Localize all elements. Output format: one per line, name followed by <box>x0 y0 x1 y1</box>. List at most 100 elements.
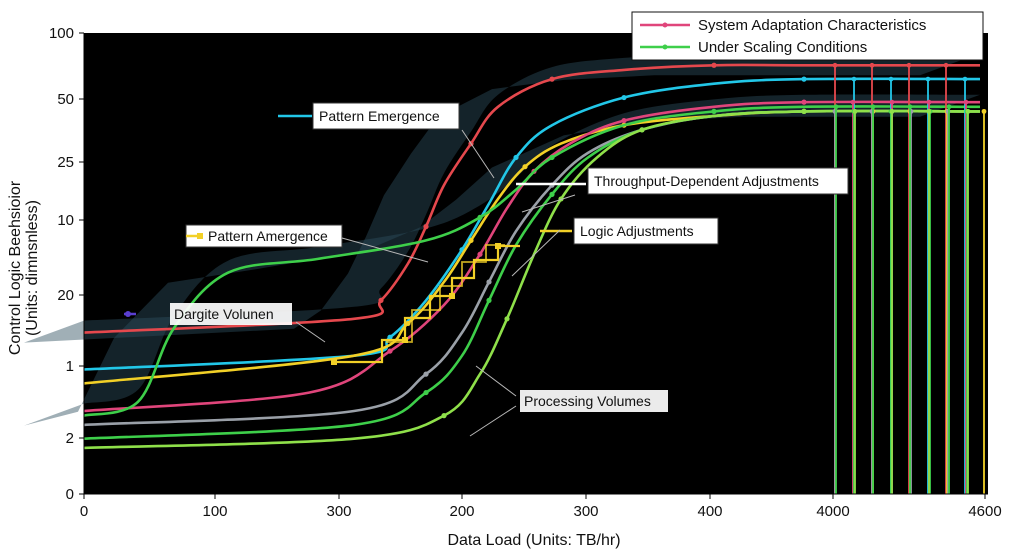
series-point-magenta <box>621 117 627 124</box>
series-line-magenta <box>83 100 981 413</box>
series-point-red <box>423 224 429 230</box>
series-spike-marker-magenta <box>889 99 895 105</box>
annotation-pointer <box>469 405 517 437</box>
y-tick-label: 25 <box>57 154 74 171</box>
y-tick-label: 100 <box>49 25 74 42</box>
series-line-cyan <box>83 77 981 371</box>
annotation-box <box>312 102 460 130</box>
series-spike-marker-red <box>832 62 838 68</box>
series-point-magenta <box>387 348 393 354</box>
series-point-green-early <box>711 108 717 114</box>
x-tick-label: 4000 <box>816 503 849 520</box>
series-point-cyan <box>513 154 519 161</box>
annotation-pointer <box>341 237 429 263</box>
staircase-marker <box>331 359 337 365</box>
x-tick-label: 300 <box>573 503 598 520</box>
annotation-marker <box>125 311 131 317</box>
annotation-box <box>587 167 849 195</box>
series-point-lime <box>639 127 645 133</box>
series-point-lime <box>801 108 807 114</box>
series-point-green <box>486 297 492 303</box>
staircase-marker <box>495 243 501 249</box>
annotation-pointer <box>521 194 576 213</box>
y-tick-label: 10 <box>57 212 74 229</box>
annotation-label: Pattern Amergence <box>208 228 328 244</box>
series-point-green <box>549 191 555 197</box>
annotation-label: Logic Adjustments <box>580 223 694 239</box>
series-spike-marker-lime <box>852 108 858 114</box>
series-point-red <box>549 76 555 82</box>
y-tick-label: 1 <box>66 358 74 375</box>
series-point-cyan <box>387 334 393 340</box>
series-spike-marker-cyan <box>888 76 894 82</box>
series-point-cyan <box>621 94 627 101</box>
series-point-red <box>711 62 717 68</box>
x-tick-label: 4600 <box>968 503 1001 520</box>
annotation-label-bg <box>170 303 292 325</box>
legend-marker <box>662 44 668 50</box>
annotation-pointer <box>475 365 517 397</box>
series-spike-marker-green-early <box>833 104 839 110</box>
series-line-green-early <box>83 105 981 417</box>
y-tick-label: 0 <box>66 486 74 503</box>
x-tick-label: 300 <box>326 503 351 520</box>
staircase-line-secondary <box>386 244 505 343</box>
annotation-pointer <box>295 321 326 343</box>
series-point-magenta <box>477 251 483 257</box>
series-spike-marker-green-early <box>946 104 952 110</box>
annotation-label: Throughput-Dependent Adjustments <box>594 173 819 189</box>
series-spike-marker-green-early <box>907 104 913 110</box>
x-tick-label: 0 <box>80 503 88 520</box>
annotation-box <box>573 217 719 245</box>
y-axis-title-line: Control Logic Beehsioior <box>7 180 24 355</box>
series-spike-marker-red <box>943 62 949 68</box>
y-tick-label: 2 <box>66 430 74 447</box>
series-spike-marker-cyan <box>962 76 968 82</box>
staircase-marker <box>449 293 455 299</box>
series-spike-marker-cyan <box>851 76 857 82</box>
staircase-line <box>334 244 520 364</box>
series-point-lime <box>441 413 447 419</box>
legend-entry-label: System Adaptation Characteristics <box>698 17 926 34</box>
annotation-label: Processing Volumes <box>524 393 651 409</box>
y-tick-label: 20 <box>57 287 74 304</box>
series-point-yellow <box>522 164 528 170</box>
y-axis-title-line: (Units: dimnsnless) <box>24 200 41 336</box>
series-line-lime <box>83 109 981 450</box>
series-point-gray <box>486 279 492 285</box>
series-spike-marker-lime <box>889 108 895 114</box>
x-tick-label: 100 <box>202 503 227 520</box>
series-spike-marker-cyan <box>925 76 931 82</box>
series-point-green <box>423 389 429 396</box>
x-axis-title: Data Load (Units: TB/hr) <box>447 532 620 549</box>
annotation-label: Pattern Emergence <box>319 108 440 124</box>
legend-entry-label: Under Scaling Conditions <box>698 39 867 56</box>
series-spike-marker-magenta <box>926 99 932 105</box>
series-spike-marker-red <box>906 62 912 68</box>
series-point-gray <box>423 371 429 377</box>
series-spike-marker-magenta <box>963 99 969 105</box>
legend-box <box>631 11 984 61</box>
series-point-yellow <box>468 237 474 244</box>
annotation-pointer <box>461 129 495 179</box>
series-spike-marker-lime <box>965 108 971 114</box>
series-point-green-early <box>477 214 483 220</box>
annotation-pointer <box>511 229 561 277</box>
annotation-label: Dargite Volunen <box>174 306 274 322</box>
series-point-cyan <box>801 76 807 82</box>
series-point-yellow <box>405 320 411 327</box>
series-spike-marker-yellow <box>981 108 987 114</box>
series-point-magenta <box>801 99 807 105</box>
series-point-red <box>378 297 384 303</box>
y-tick-label: 50 <box>57 91 74 108</box>
series-spike-marker-red <box>869 62 875 68</box>
x-tick-label: 200 <box>449 503 474 520</box>
annotation-marker <box>197 233 203 239</box>
series-spike-marker-lime <box>926 108 932 114</box>
series-spike-marker-magenta <box>850 99 856 105</box>
series-point-green-early <box>549 154 555 161</box>
series-band-green-early <box>24 94 980 426</box>
staircase-marker <box>402 337 408 343</box>
x-tick-label: 400 <box>697 503 722 520</box>
